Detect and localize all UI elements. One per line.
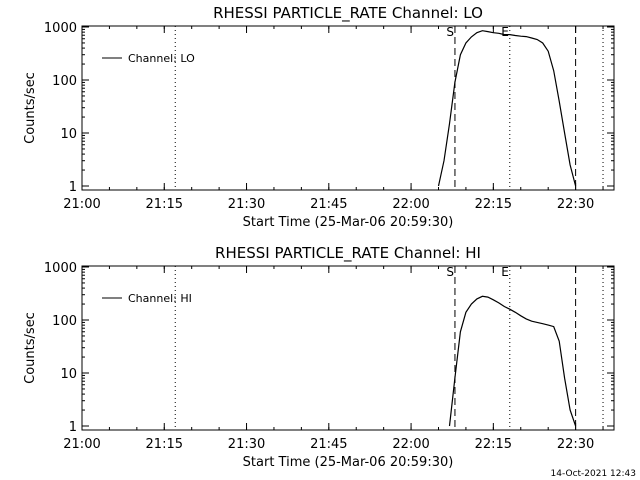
x-tick-label: 22:00 [392,197,429,212]
legend: Channel: LO [102,52,195,65]
x-tick-label: 22:15 [475,197,512,212]
x-axis-label: Start Time (25-Mar-06 20:59:30) [243,215,454,230]
series-line [448,295,577,427]
legend-entry: Channel: LO [128,52,195,65]
legend-entry: Channel: HI [128,292,192,305]
footer-timestamp: 14-Oct-2021 12:43 [551,469,636,479]
y-tick-label: 100 [52,74,77,89]
x-axis-label: Start Time (25-Mar-06 20:59:30) [243,455,454,470]
y-tick-label: 1000 [44,261,77,276]
x-tick-label: 21:00 [63,197,100,212]
x-tick-label: 21:15 [146,197,183,212]
chart-panel-hi: RHESSI PARTICLE_RATE Channel: HI Start T… [23,244,615,470]
legend: Channel: HI [102,292,192,305]
y-tick-label: 1 [69,420,77,435]
y-tick-label: 1000 [44,21,77,36]
chart-title: RHESSI PARTICLE_RATE Channel: HI [215,244,481,263]
x-tick-label: 22:30 [557,437,594,452]
time-marker-label: S [446,25,454,39]
x-tick-label: 21:00 [63,437,100,452]
chart-panel-lo: RHESSI PARTICLE_RATE Channel: LO Start T… [23,4,615,230]
y-tick-label: 100 [52,314,77,329]
y-axis-label: Counts/sec [23,312,38,384]
time-marker-label: E [501,25,509,39]
series-line [437,30,577,187]
y-tick-label: 10 [60,367,77,382]
x-tick-label: 21:45 [310,197,347,212]
x-tick-label: 21:30 [228,437,265,452]
x-tick-label: 22:30 [557,197,594,212]
y-tick-label: 10 [60,127,77,142]
plot-frame [81,265,615,431]
y-tick-label: 1 [69,180,77,195]
x-tick-label: 22:15 [475,437,512,452]
time-marker-label: E [501,265,509,279]
x-tick-label: 21:45 [310,437,347,452]
chart-title: RHESSI PARTICLE_RATE Channel: LO [213,4,483,23]
y-axis-label: Counts/sec [23,72,38,144]
x-tick-label: 21:15 [146,437,183,452]
x-tick-label: 21:30 [228,197,265,212]
x-tick-label: 22:00 [392,437,429,452]
time-marker-label: S [446,265,454,279]
plot-frame [81,25,615,191]
